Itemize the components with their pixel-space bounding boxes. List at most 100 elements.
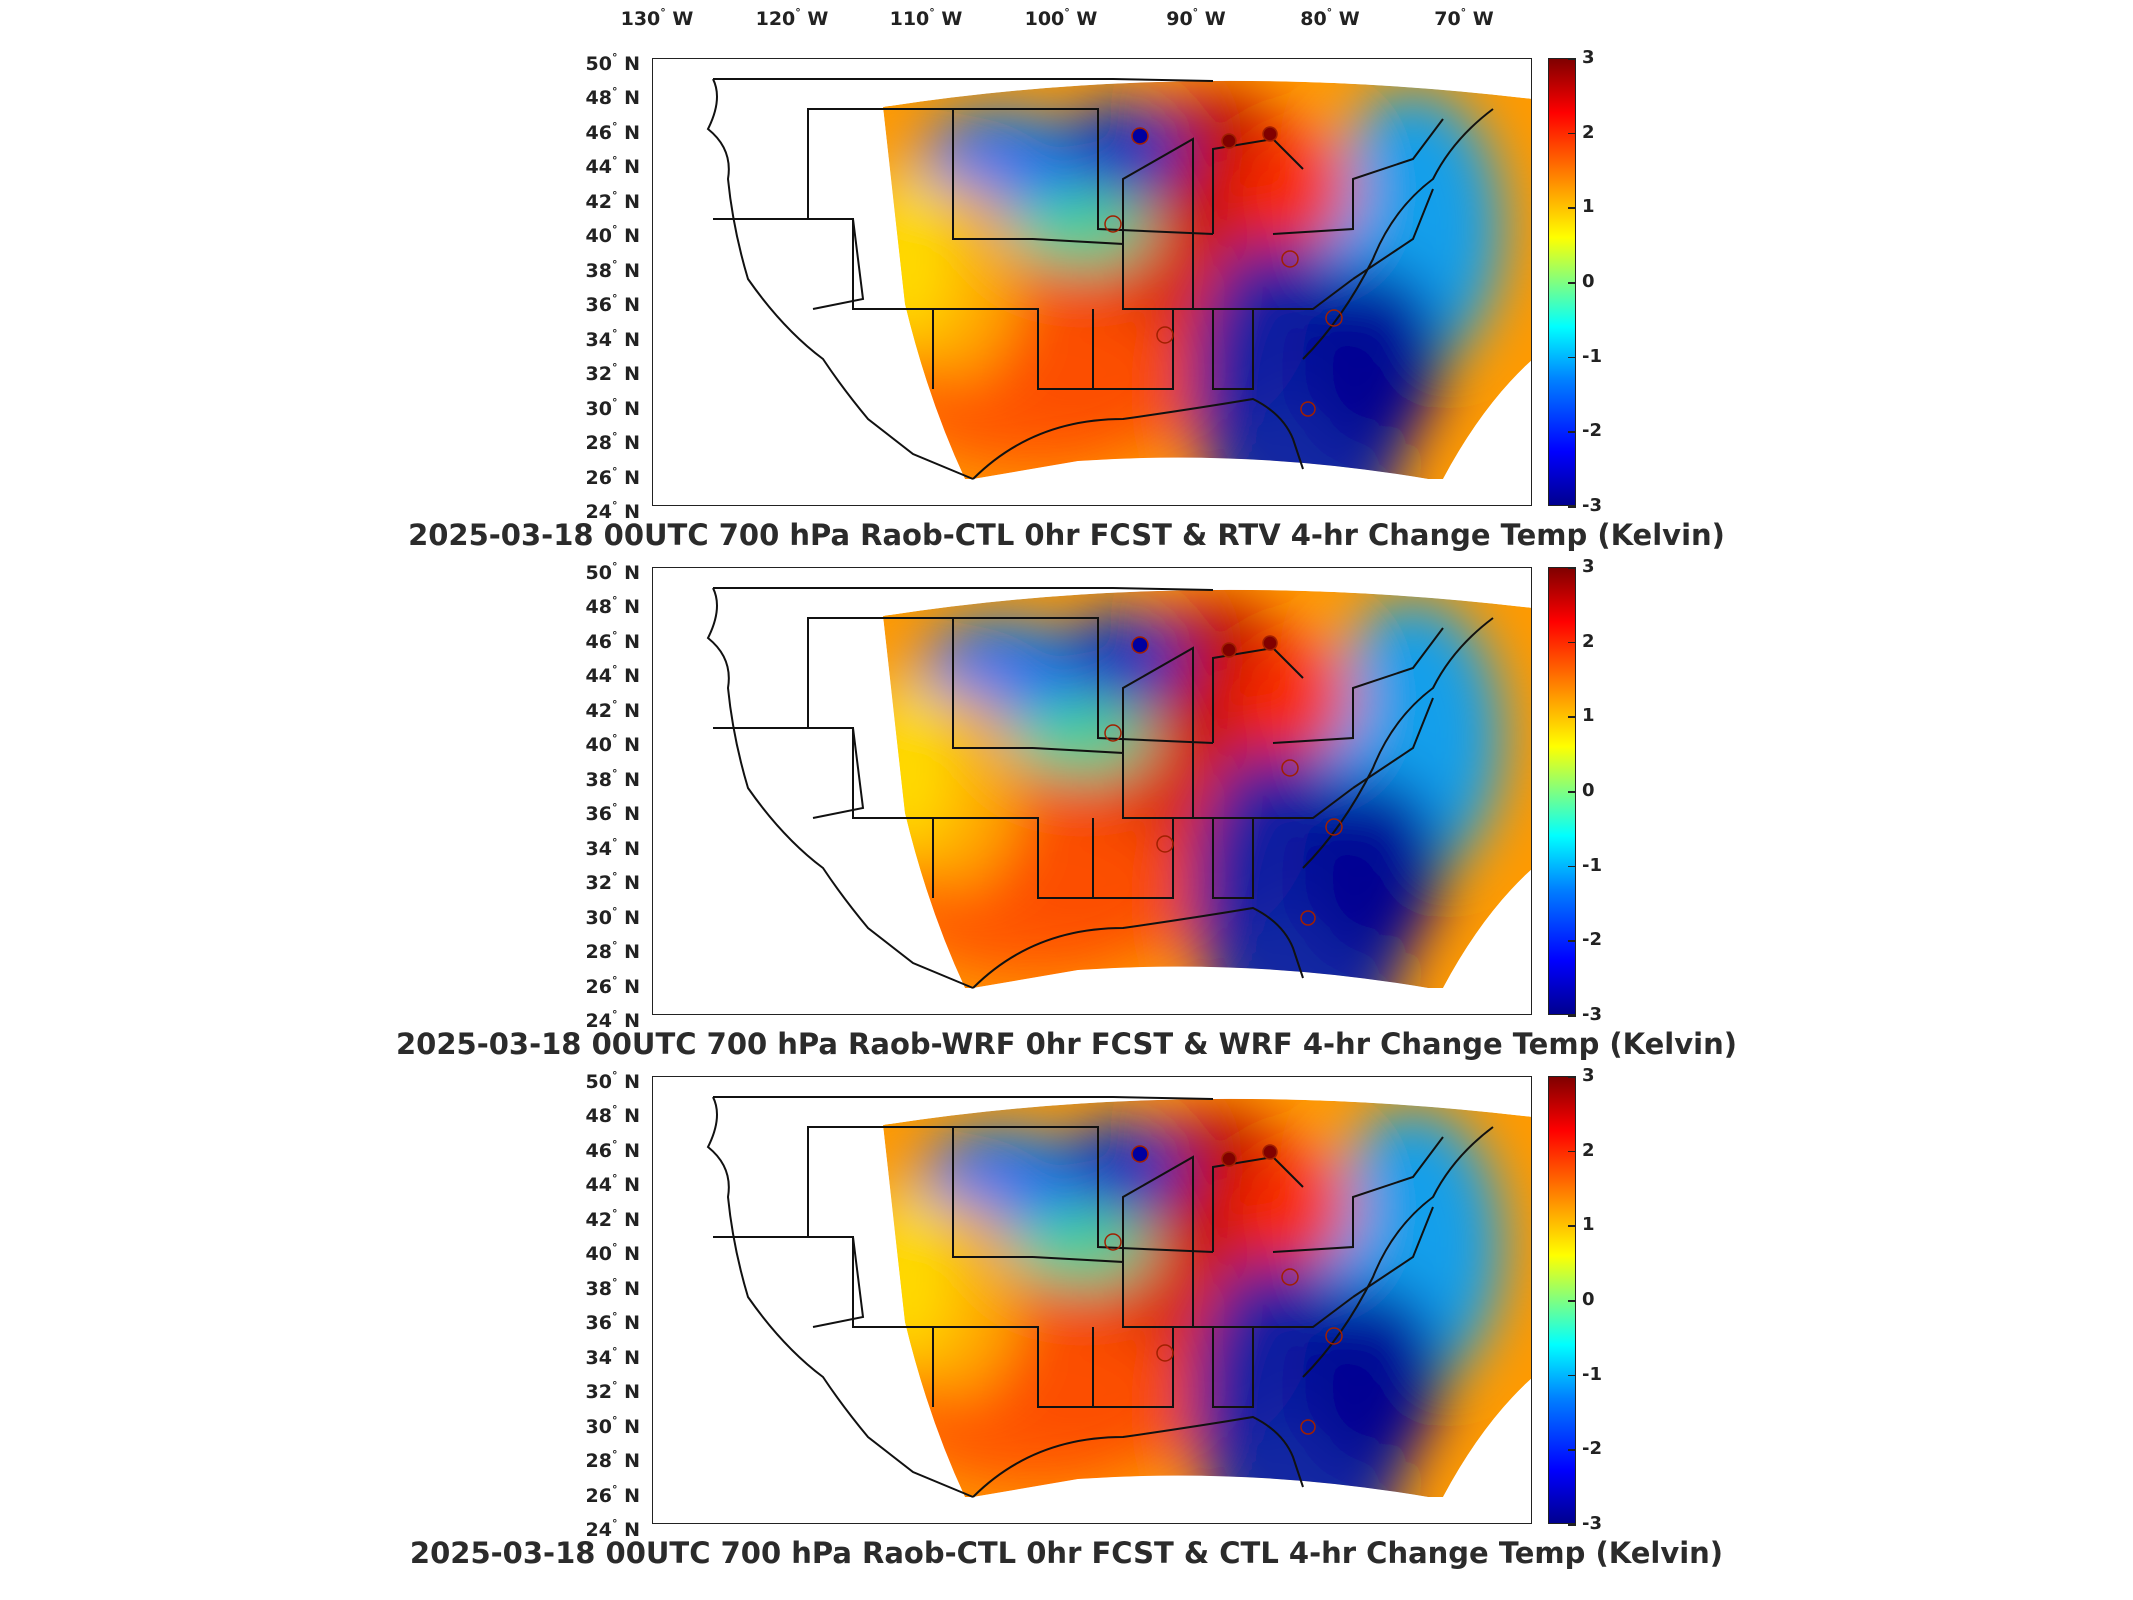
raob-station-marker bbox=[1325, 818, 1343, 836]
raob-station-marker bbox=[1131, 1145, 1149, 1163]
state-boundaries bbox=[706, 587, 1494, 989]
lat-label: 44° N bbox=[585, 663, 640, 688]
lat-label: 26° N bbox=[585, 1482, 640, 1507]
raob-station-marker bbox=[1281, 759, 1299, 777]
colorbar-tick-mark bbox=[1568, 1076, 1576, 1078]
raob-station-marker bbox=[1300, 910, 1316, 926]
raob-station-marker bbox=[1262, 1144, 1278, 1160]
temperature-field-map bbox=[706, 1096, 1531, 1498]
lat-label: 46° N bbox=[585, 1137, 640, 1162]
lat-label: 50° N bbox=[585, 1069, 640, 1093]
colorbar-tick-label: 1 bbox=[1582, 705, 1595, 727]
temperature-field bbox=[883, 589, 1531, 989]
colorbar-tick-label: -2 bbox=[1582, 420, 1602, 442]
colorbar-tick-label: 0 bbox=[1582, 271, 1595, 292]
lat-label: 42° N bbox=[585, 1206, 640, 1231]
state-boundaries bbox=[706, 1096, 1494, 1498]
colorbar-tick-mark bbox=[1568, 641, 1576, 644]
raob-station-marker bbox=[1262, 126, 1278, 142]
colorbar-tick-label: 3 bbox=[1582, 1065, 1595, 1086]
colorbar-tick-label: -3 bbox=[1582, 495, 1602, 516]
lat-label: 24° N bbox=[585, 1517, 640, 1541]
raob-station-marker bbox=[1300, 401, 1316, 417]
raob-stations bbox=[1104, 635, 1343, 926]
colorbar-tick-label: 0 bbox=[1582, 1289, 1595, 1310]
raob-station-marker bbox=[1156, 1344, 1174, 1362]
colorbar-tick-mark bbox=[1568, 207, 1576, 209]
colorbar-tick-label: -2 bbox=[1582, 929, 1602, 951]
lat-label: 36° N bbox=[585, 292, 640, 317]
lat-label: 30° N bbox=[585, 395, 640, 420]
raob-station-marker bbox=[1221, 642, 1237, 658]
lat-label: 32° N bbox=[585, 870, 640, 895]
lat-label: 46° N bbox=[585, 119, 640, 144]
colorbar-tick-mark bbox=[1568, 58, 1576, 60]
raob-station-marker bbox=[1281, 1268, 1299, 1286]
colorbar-tick-mark bbox=[1568, 1524, 1576, 1526]
colorbar-tick-mark bbox=[1568, 865, 1576, 868]
raob-station-marker bbox=[1325, 309, 1343, 327]
map-panel-1: 50° N 48° N 46° N 44° N 42° N 40° N 38° N 36° N… bbox=[0, 49, 2133, 568]
lat-label: 24° N bbox=[585, 1008, 640, 1032]
colorbar-tick-label: 3 bbox=[1582, 47, 1595, 68]
colorbar-tick-mark bbox=[1568, 506, 1576, 508]
colorbar-tick-label: 1 bbox=[1582, 1214, 1595, 1236]
lat-label: 34° N bbox=[585, 326, 640, 351]
lat-label: 48° N bbox=[585, 594, 640, 619]
lat-label: 38° N bbox=[585, 257, 640, 282]
colorbar-tick-mark bbox=[1568, 567, 1576, 569]
lat-label: 40° N bbox=[585, 732, 640, 757]
raob-station-marker bbox=[1104, 724, 1122, 742]
raob-stations bbox=[1104, 126, 1343, 417]
colorbar-tick-mark bbox=[1568, 356, 1576, 359]
raob-station-marker bbox=[1131, 127, 1149, 145]
panel-title: 2025-03-18 00UTC 700 hPa Raob-WRF 0hr FC… bbox=[395, 1027, 1737, 1061]
colorbar-tick-label: 2 bbox=[1582, 630, 1595, 652]
map-plot-area bbox=[652, 567, 1532, 1015]
colorbar-tick-label: 2 bbox=[1582, 121, 1595, 143]
lat-label: 36° N bbox=[585, 801, 640, 826]
raob-stations bbox=[1104, 1144, 1343, 1435]
lon-label: 100° W bbox=[1024, 6, 1098, 30]
lat-label: 32° N bbox=[585, 361, 640, 386]
raob-station-marker bbox=[1156, 835, 1174, 853]
colorbar-tick-mark bbox=[1568, 791, 1576, 793]
map-plot-area bbox=[652, 58, 1532, 506]
lat-label: 26° N bbox=[585, 973, 640, 998]
lat-label: 30° N bbox=[585, 1413, 640, 1438]
colorbar-tick-label: -1 bbox=[1582, 345, 1602, 367]
colorbar-tick-label: -1 bbox=[1582, 854, 1602, 876]
raob-station-marker bbox=[1281, 250, 1299, 268]
colorbar-tick-mark bbox=[1568, 1449, 1576, 1451]
colorbar-tick-label: -3 bbox=[1582, 1004, 1602, 1025]
colorbar-tick-label: -2 bbox=[1582, 1438, 1602, 1460]
lat-label: 32° N bbox=[585, 1379, 640, 1404]
lat-label: 42° N bbox=[585, 697, 640, 722]
lat-label: 28° N bbox=[585, 1448, 640, 1473]
lat-label: 34° N bbox=[585, 835, 640, 860]
colorbar-tick-mark bbox=[1568, 716, 1576, 718]
lon-label: 120° W bbox=[755, 6, 829, 30]
lon-label: 110° W bbox=[889, 6, 963, 30]
colorbar-tick-label: 2 bbox=[1582, 1139, 1595, 1161]
panel-title: 2025-03-18 00UTC 700 hPa Raob-CTL 0hr FC… bbox=[409, 1536, 1724, 1570]
colorbar-tick-mark bbox=[1568, 282, 1576, 284]
map-plot-area bbox=[652, 1076, 1532, 1524]
lat-label: 40° N bbox=[585, 1241, 640, 1266]
colorbar-tick-mark bbox=[1568, 132, 1576, 135]
raob-station-marker bbox=[1300, 1419, 1316, 1435]
colorbar-tick-label: -3 bbox=[1582, 1513, 1602, 1534]
state-boundaries bbox=[706, 78, 1494, 480]
lat-label: 28° N bbox=[585, 430, 640, 455]
lat-label: 26° N bbox=[585, 464, 640, 489]
lat-label: 42° N bbox=[585, 188, 640, 213]
temperature-field-map bbox=[706, 78, 1531, 480]
lat-label: 40° N bbox=[585, 223, 640, 248]
lat-label: 48° N bbox=[585, 85, 640, 110]
colorbar-tick-mark bbox=[1568, 1150, 1576, 1153]
temperature-field bbox=[883, 1098, 1531, 1498]
lat-label: 50° N bbox=[585, 560, 640, 584]
colorbar-tick-mark bbox=[1568, 1015, 1576, 1017]
lat-label: 38° N bbox=[585, 1275, 640, 1300]
map-panel-3: 50° N 48° N 46° N 44° N 42° N 40° N 38° N 36° N… bbox=[0, 1067, 2133, 1586]
